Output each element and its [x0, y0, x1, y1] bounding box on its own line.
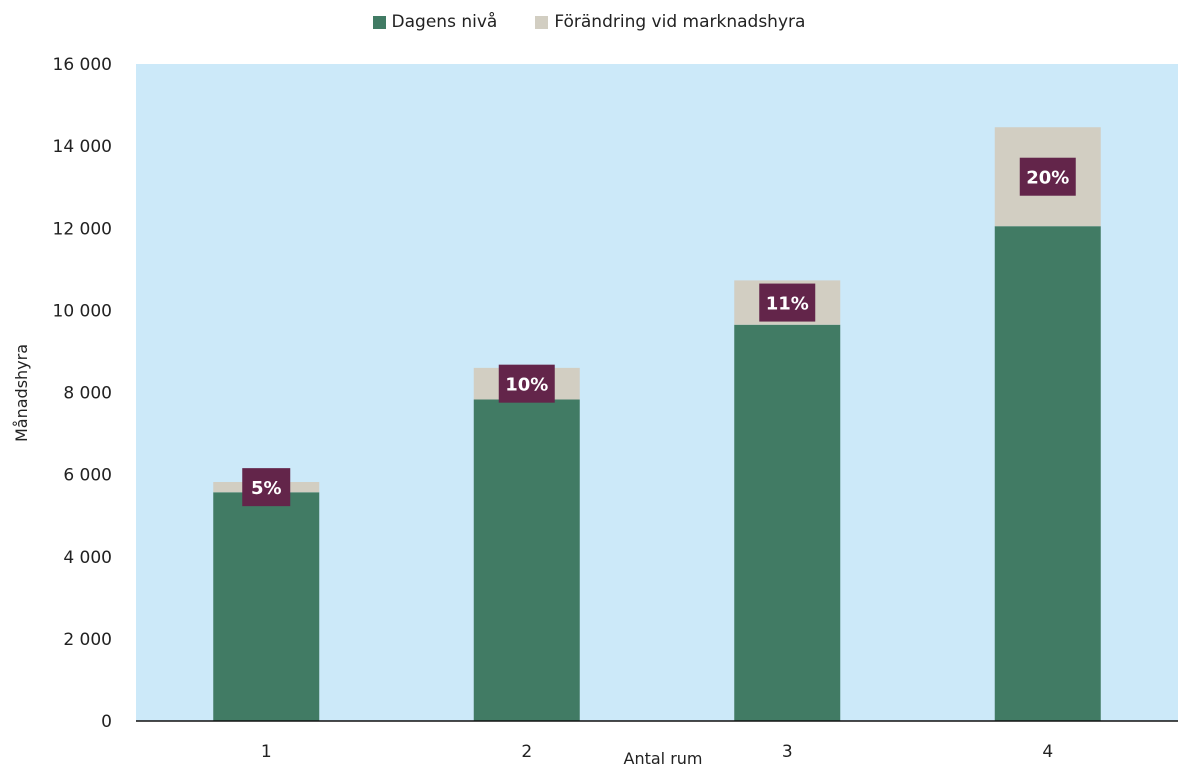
x-tick-label: 4 — [1042, 742, 1053, 762]
y-tick-label: 10 000 — [53, 301, 112, 321]
y-tick-label: 14 000 — [53, 137, 112, 157]
x-tick-label: 3 — [782, 742, 793, 762]
bar-dagens-niva-2 — [473, 399, 580, 721]
y-tick-label: 8 000 — [63, 384, 112, 404]
data-label-box-4 — [1019, 157, 1076, 196]
y-axis-title: Månadshyra — [12, 344, 31, 442]
y-tick-label: 16 000 — [53, 55, 112, 75]
y-tick-label: 0 — [101, 712, 112, 732]
data-label-box-2 — [498, 364, 555, 403]
bar-dagens-niva-3 — [734, 324, 841, 721]
legend-item-dagens-niva: Dagens nivå — [372, 12, 498, 32]
legend-label-dagens-niva: Dagens nivå — [391, 12, 498, 32]
legend-label-forandring: Förändring vid marknadshyra — [554, 12, 806, 32]
chart-legend: Dagens nivå Förändring vid marknadshyra — [0, 12, 1178, 32]
data-label-1: 5% — [251, 478, 282, 499]
x-tick-label: 1 — [261, 742, 272, 762]
y-tick-label: 6 000 — [63, 466, 112, 486]
y-tick-label: 2 000 — [63, 630, 112, 650]
y-tick-label: 4 000 — [63, 548, 112, 568]
bar-dagens-niva-1 — [213, 492, 320, 721]
legend-swatch-forandring — [535, 15, 549, 29]
data-label-box-3 — [759, 283, 816, 322]
bar-dagens-niva-4 — [994, 226, 1101, 721]
legend-item-forandring: Förändring vid marknadshyra — [535, 12, 805, 32]
data-label-4: 20% — [1026, 168, 1069, 189]
x-tick-label: 2 — [521, 742, 532, 762]
data-label-2: 10% — [505, 375, 548, 396]
y-tick-label: 12 000 — [53, 219, 112, 239]
data-label-3: 11% — [766, 294, 809, 315]
legend-swatch-dagens-niva — [372, 15, 386, 29]
data-label-box-1 — [242, 468, 291, 507]
x-axis-title: Antal rum — [624, 749, 703, 765]
